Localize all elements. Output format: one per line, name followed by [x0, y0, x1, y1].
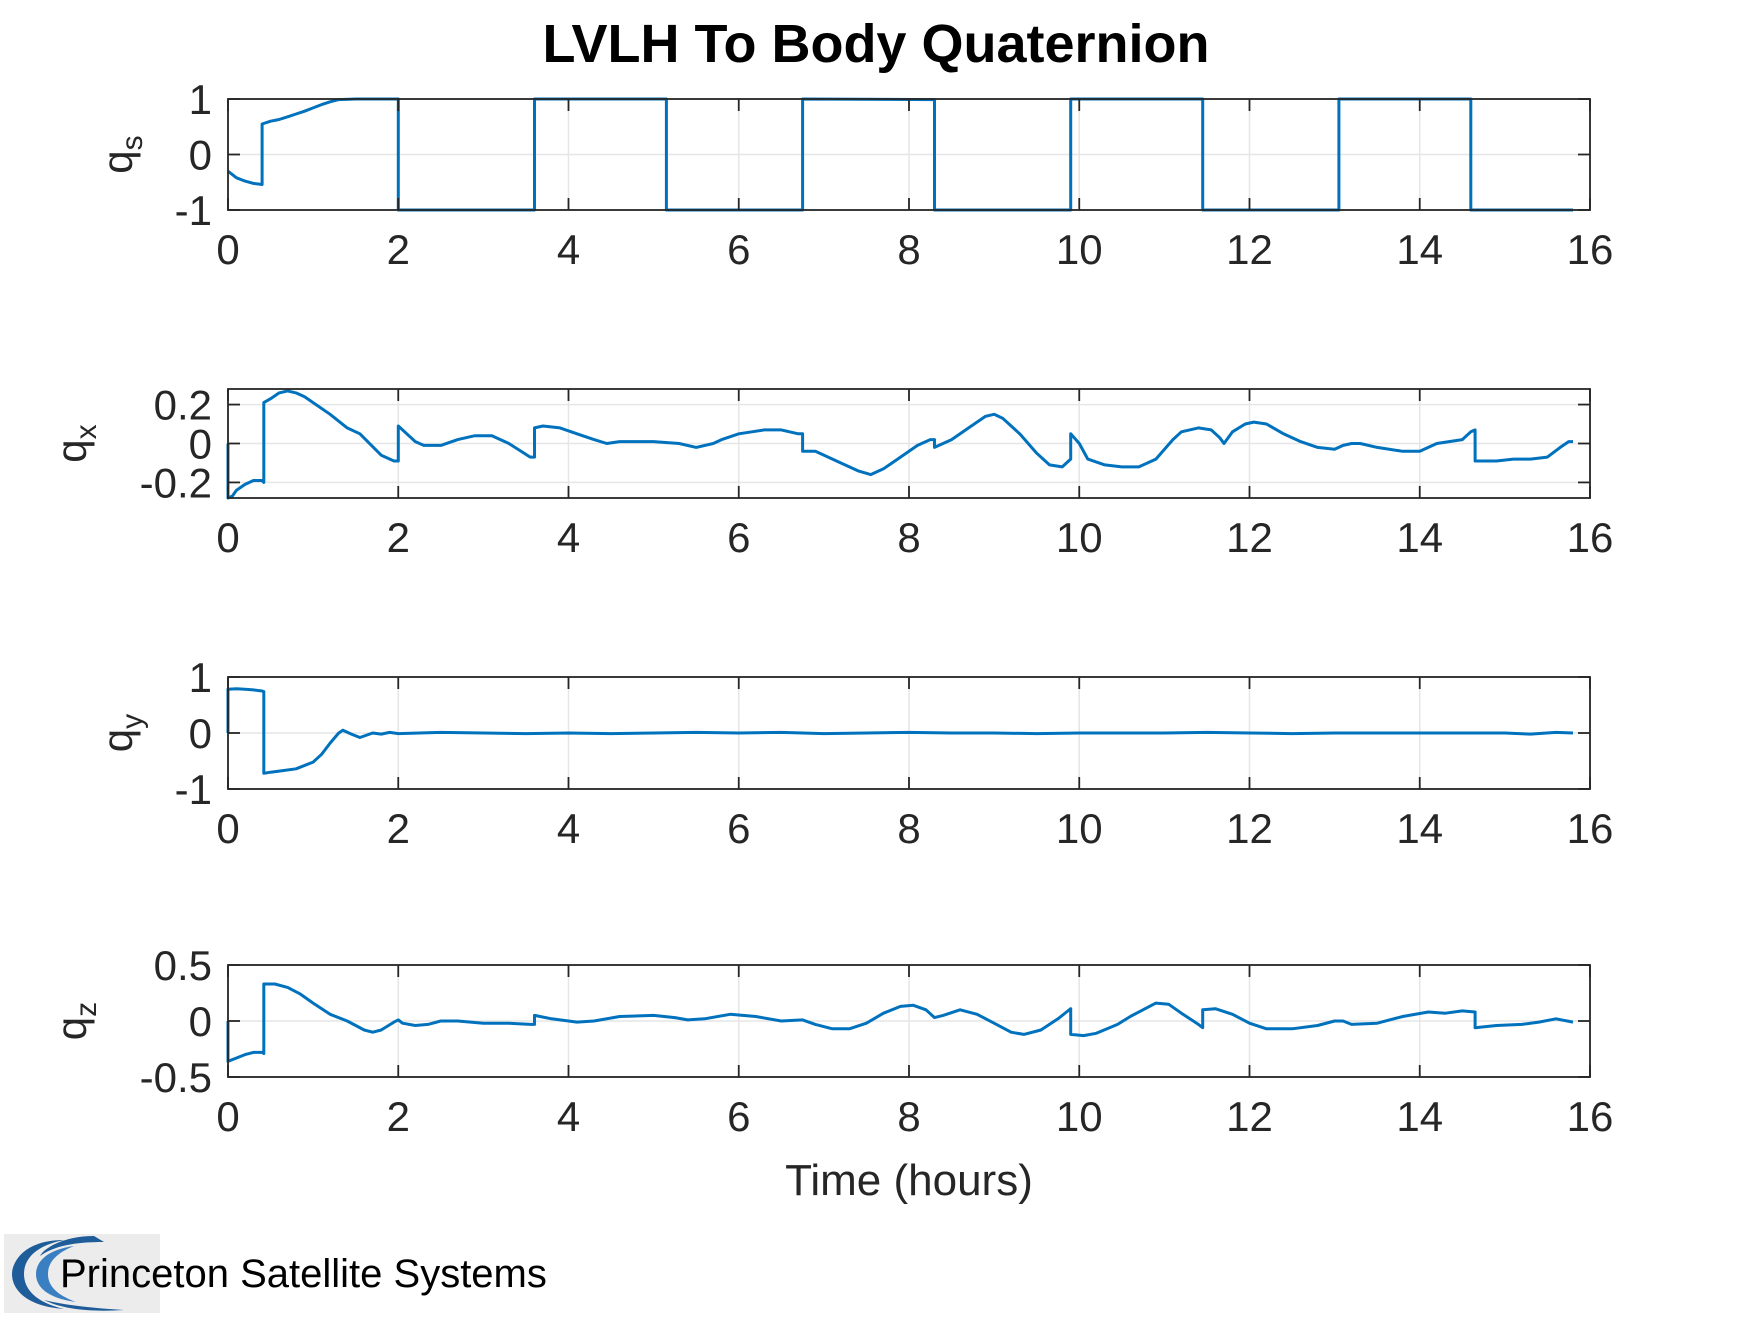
- x-tick-label: 0: [216, 1093, 239, 1140]
- series-line: [226, 389, 1573, 500]
- x-tick-label: 6: [727, 514, 750, 561]
- brand-name: Princeton Satellite Systems: [60, 1252, 547, 1296]
- x-tick-label: 2: [387, 805, 410, 852]
- x-tick-label: 12: [1226, 226, 1273, 273]
- x-tick-label: 10: [1056, 514, 1103, 561]
- x-tick-label: 8: [897, 805, 920, 852]
- series-line: [226, 687, 1574, 775]
- y-tick-label: 1: [189, 654, 212, 701]
- x-tick-label: 12: [1226, 805, 1273, 852]
- y-tick-label: 0.5: [154, 942, 212, 989]
- y-tick-label: 0: [189, 710, 212, 757]
- y-axis-label-symbol: q: [48, 439, 95, 462]
- x-tick-label: 8: [897, 514, 920, 561]
- subplot-qx: 0 2 4 6 8 10 12 14 160.20-0.2qx: [48, 382, 1613, 561]
- x-tick-label: 16: [1567, 805, 1614, 852]
- y-axis-label-subscript: z: [70, 1002, 103, 1017]
- x-tick-label: 4: [557, 226, 580, 273]
- y-tick-label: 0.2: [154, 382, 212, 429]
- y-tick-label: -1: [175, 187, 212, 234]
- x-tick-label: 6: [727, 805, 750, 852]
- x-tick-label: 2: [387, 514, 410, 561]
- brand-footer: Princeton Satellite Systems: [4, 1234, 604, 1313]
- x-tick-label: 14: [1396, 1093, 1443, 1140]
- y-tick-label: 1: [189, 76, 212, 123]
- x-tick-label: 10: [1056, 226, 1103, 273]
- y-tick-label: 0: [189, 132, 212, 179]
- x-tick-label: 6: [727, 226, 750, 273]
- x-tick-label: 10: [1056, 805, 1103, 852]
- y-tick-label: -0.5: [140, 1054, 212, 1101]
- x-tick-label: 16: [1567, 514, 1614, 561]
- x-tick-label: 0: [216, 514, 239, 561]
- x-tick-label: 12: [1226, 1093, 1273, 1140]
- x-tick-label: 10: [1056, 1093, 1103, 1140]
- y-axis-label: qy: [94, 714, 149, 752]
- x-tick-label: 4: [557, 1093, 580, 1140]
- y-tick-label: -1: [175, 766, 212, 813]
- y-axis-label-subscript: x: [70, 424, 103, 439]
- y-axis-label-subscript: s: [116, 135, 149, 150]
- y-axis-label: qx: [48, 424, 103, 462]
- x-tick-label: 4: [557, 805, 580, 852]
- x-tick-label: 12: [1226, 514, 1273, 561]
- figure-title: LVLH To Body Quaternion: [543, 14, 1210, 74]
- x-tick-label: 16: [1567, 226, 1614, 273]
- x-tick-label: 14: [1396, 514, 1443, 561]
- x-tick-label: 8: [897, 226, 920, 273]
- x-tick-label: 4: [557, 514, 580, 561]
- x-tick-label: 14: [1396, 805, 1443, 852]
- y-tick-label: 0: [189, 421, 212, 468]
- series-line: [226, 982, 1574, 1063]
- y-axis-label-symbol: q: [94, 150, 141, 173]
- x-tick-label: 2: [387, 1093, 410, 1140]
- x-tick-label: 16: [1567, 1093, 1614, 1140]
- pss-swoosh-logo-icon: [4, 1234, 160, 1313]
- y-tick-label: -0.2: [140, 459, 212, 506]
- y-axis-label-symbol: q: [48, 1017, 95, 1040]
- x-tick-label: 0: [216, 805, 239, 852]
- x-axis-label: Time (hours): [785, 1156, 1033, 1205]
- y-axis-label: qz: [48, 1002, 103, 1040]
- y-axis-label: qs: [94, 135, 149, 173]
- y-tick-label: 0: [189, 998, 212, 1045]
- x-tick-label: 6: [727, 1093, 750, 1140]
- y-axis-label-subscript: y: [116, 714, 149, 729]
- x-tick-label: 8: [897, 1093, 920, 1140]
- x-tick-label: 2: [387, 226, 410, 273]
- x-tick-label: 14: [1396, 226, 1443, 273]
- y-axis-label-symbol: q: [94, 729, 141, 752]
- x-tick-label: 0: [216, 226, 239, 273]
